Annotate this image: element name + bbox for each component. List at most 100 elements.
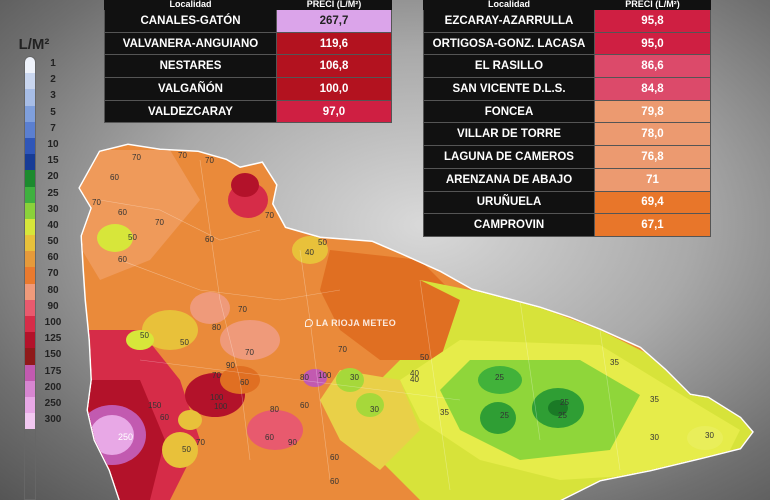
contour-label: 25 <box>560 398 569 407</box>
contour-label: 70 <box>265 211 274 220</box>
contour-label: 35 <box>650 395 659 404</box>
legend-swatch <box>25 121 35 138</box>
contour-label: 60 <box>330 453 339 462</box>
contour-label: 250 <box>118 432 133 442</box>
legend-swatch <box>25 413 35 430</box>
table-row: VALVANERA-ANGUIANO 119,6 <box>104 31 392 56</box>
contour-label: 70 <box>92 198 101 207</box>
table-row: NESTARES 106,8 <box>104 54 392 79</box>
legend-label: 5 <box>50 106 56 118</box>
precip-value: 97,0 <box>276 99 392 124</box>
contour-label: 50 <box>318 238 327 247</box>
header-precip: PRECI (L/M²) <box>276 0 392 10</box>
contour-label: 70 <box>155 218 164 227</box>
station-name: VALDEZCARAY <box>104 99 277 124</box>
contour-label: 35 <box>610 358 619 367</box>
legend-label: 25 <box>47 187 59 199</box>
legend-swatch <box>25 283 35 300</box>
contour-label: 70 <box>196 438 205 447</box>
legend-label: 70 <box>47 268 59 280</box>
table-row: ARENZANA DE ABAJO 71 <box>423 167 711 192</box>
contour-label: 60 <box>205 235 214 244</box>
legend-swatch <box>25 235 35 252</box>
station-name: SAN VICENTE D.L.S. <box>423 77 595 101</box>
precip-value: 67,1 <box>594 213 711 237</box>
precip-value: 76,8 <box>594 145 711 169</box>
contour-label: 90 <box>226 361 235 370</box>
legend-swatch <box>25 380 35 397</box>
legend-label: 250 <box>44 397 62 409</box>
legend-swatch <box>25 267 35 284</box>
precip-value: 79,8 <box>594 99 711 124</box>
legend-label: 40 <box>47 219 59 231</box>
contour-label: 50 <box>140 331 149 340</box>
station-name: EL RASILLO <box>423 54 595 79</box>
precip-value: 100,0 <box>276 77 392 101</box>
legend-label: 7 <box>50 122 56 134</box>
precip-value: 78,0 <box>594 122 711 147</box>
header-locality: Localidad <box>104 0 277 10</box>
stations-table-right: Localidad PRECI (L/M²) EZCARAY-AZARRULLA… <box>423 0 711 237</box>
precip-value: 95,0 <box>594 31 711 56</box>
contour-label: 70 <box>212 371 221 380</box>
legend-label: 10 <box>47 138 59 150</box>
contour-label: 60 <box>160 413 169 422</box>
contour-label: 100 <box>214 402 228 411</box>
contour-label: 25 <box>558 411 567 420</box>
header-locality: Localidad <box>423 0 595 10</box>
legend-label: 90 <box>47 300 59 312</box>
station-name: VALVANERA-ANGUIANO <box>104 31 277 56</box>
station-name: CANALES-GATÓN <box>104 9 277 33</box>
station-name: ARENZANA DE ABAJO <box>423 167 595 192</box>
legend-swatch <box>25 364 35 381</box>
table-row: EL RASILLO 86,6 <box>423 54 711 79</box>
legend-color-bar <box>24 56 36 500</box>
legend-label: 15 <box>47 155 59 167</box>
contour-label: 70 <box>205 156 214 165</box>
legend-swatch <box>25 170 35 187</box>
precip-value: 84,8 <box>594 77 711 101</box>
contour-label: 60 <box>240 378 249 387</box>
contour-label: 80 <box>270 405 279 414</box>
precip-value: 95,8 <box>594 9 711 33</box>
legend-swatch <box>25 154 35 171</box>
contour-label: 70 <box>178 151 187 160</box>
contour-label: 30 <box>705 431 714 440</box>
precip-value: 69,4 <box>594 190 711 215</box>
contour-label: 40 <box>410 369 419 378</box>
precip-value: 86,6 <box>594 54 711 79</box>
contour-label: 35 <box>440 408 449 417</box>
contour-label: 50 <box>420 353 429 362</box>
contour-label: 25 <box>500 411 509 420</box>
legend-label: 20 <box>47 171 59 183</box>
precip-value: 267,7 <box>276 9 392 33</box>
table-row: CAMPROVIN 67,1 <box>423 213 711 237</box>
station-name: EZCARAY-AZARRULLA <box>423 9 595 33</box>
contour-label: 100 <box>210 393 224 402</box>
legend-label: 100 <box>44 317 62 328</box>
legend-swatch <box>25 218 35 236</box>
contour-label: 60 <box>265 433 274 442</box>
table-row: FONCEA 79,8 <box>423 99 711 124</box>
legend-label: 175 <box>44 365 62 377</box>
table-row: VALDEZCARAY 97,0 <box>104 99 392 124</box>
location-pin-icon <box>305 319 313 327</box>
precip-value: 106,8 <box>276 54 392 79</box>
station-name: ORTIGOSA-GONZ. LACASA <box>423 31 595 56</box>
table-row: CANALES-GATÓN 267,7 <box>104 9 392 33</box>
legend-label: 60 <box>47 252 59 264</box>
legend-swatch <box>25 299 35 316</box>
contour-label: 40 <box>305 248 314 257</box>
legend-label: 1 <box>50 58 56 69</box>
table-row: VALGAÑÓN 100,0 <box>104 77 392 101</box>
legend-label: 125 <box>44 333 62 345</box>
contour-label: 90 <box>288 438 297 447</box>
legend-swatch <box>25 57 35 74</box>
watermark-text: LA RIOJA METEO <box>316 318 397 328</box>
precip-value: 119,6 <box>276 31 392 56</box>
legend-swatch <box>25 202 35 219</box>
legend-title: L/M² <box>18 36 50 53</box>
station-name: VALGAÑÓN <box>104 77 277 101</box>
legend-swatch <box>25 105 35 122</box>
watermark: LA RIOJA METEO <box>305 318 396 328</box>
